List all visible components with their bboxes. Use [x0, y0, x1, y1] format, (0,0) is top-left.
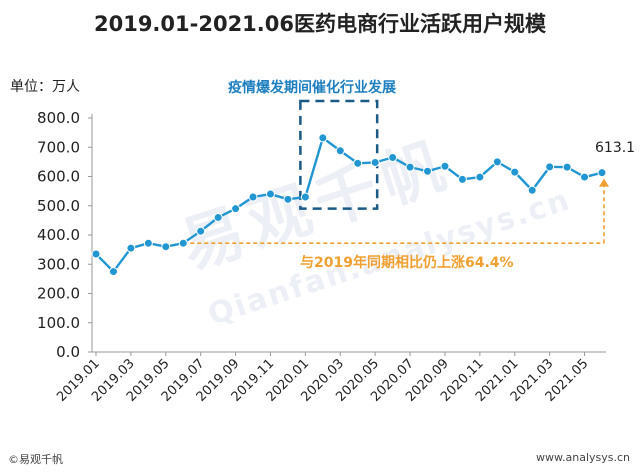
- data-point: [492, 157, 502, 167]
- y-tick-label: 400.0: [37, 226, 80, 244]
- data-point: [126, 243, 136, 253]
- growth-annotation: 与2019年同期相比仍上涨64.4%: [300, 255, 514, 271]
- y-tick-label: 100.0: [37, 314, 80, 332]
- data-point: [318, 133, 328, 143]
- data-point: [265, 189, 275, 199]
- footer-copyright: ©易观千帆: [8, 453, 63, 466]
- highlight-annotation: 疫情爆发期间催化行业发展: [228, 80, 396, 96]
- data-point: [231, 204, 241, 214]
- data-point: [300, 192, 310, 202]
- y-tick-label: 700.0: [37, 138, 80, 156]
- data-point: [562, 162, 572, 172]
- data-point: [248, 192, 258, 202]
- data-point: [405, 162, 415, 172]
- series-line: [95, 136, 603, 273]
- data-point: [196, 226, 206, 236]
- data-point: [527, 185, 537, 195]
- growth-arrow-head: [599, 178, 609, 187]
- last-value-label: 613.1: [595, 140, 636, 156]
- unit-label: 单位：万人: [10, 79, 80, 95]
- y-tick-label: 800.0: [37, 109, 80, 127]
- y-tick-label: 300.0: [37, 255, 80, 273]
- data-point: [370, 157, 380, 167]
- chart-title: 2019.01-2021.06医药电商行业活跃用户规模: [93, 12, 546, 36]
- y-tick-label: 500.0: [37, 197, 80, 215]
- y-tick-label: 0.0: [56, 343, 80, 361]
- data-point: [335, 146, 345, 156]
- data-point: [423, 166, 433, 176]
- data-point: [161, 242, 171, 252]
- data-point: [580, 172, 590, 182]
- data-point: [475, 172, 485, 182]
- data-point: [510, 167, 520, 177]
- data-point: [597, 168, 607, 178]
- y-tick-label: 600.0: [37, 168, 80, 186]
- data-point: [143, 238, 153, 248]
- data-point: [440, 161, 450, 171]
- data-point: [545, 162, 555, 172]
- data-point: [108, 267, 118, 277]
- data-point: [91, 249, 101, 259]
- data-point: [283, 194, 293, 204]
- data-point: [353, 158, 363, 168]
- data-point: [213, 212, 223, 222]
- data-point: [457, 174, 467, 184]
- data-point: [388, 152, 398, 162]
- highlight-box: [299, 99, 379, 210]
- data-point: [178, 238, 188, 248]
- y-tick-label: 200.0: [37, 285, 80, 303]
- footer-url: www.analysys.cn: [536, 451, 630, 464]
